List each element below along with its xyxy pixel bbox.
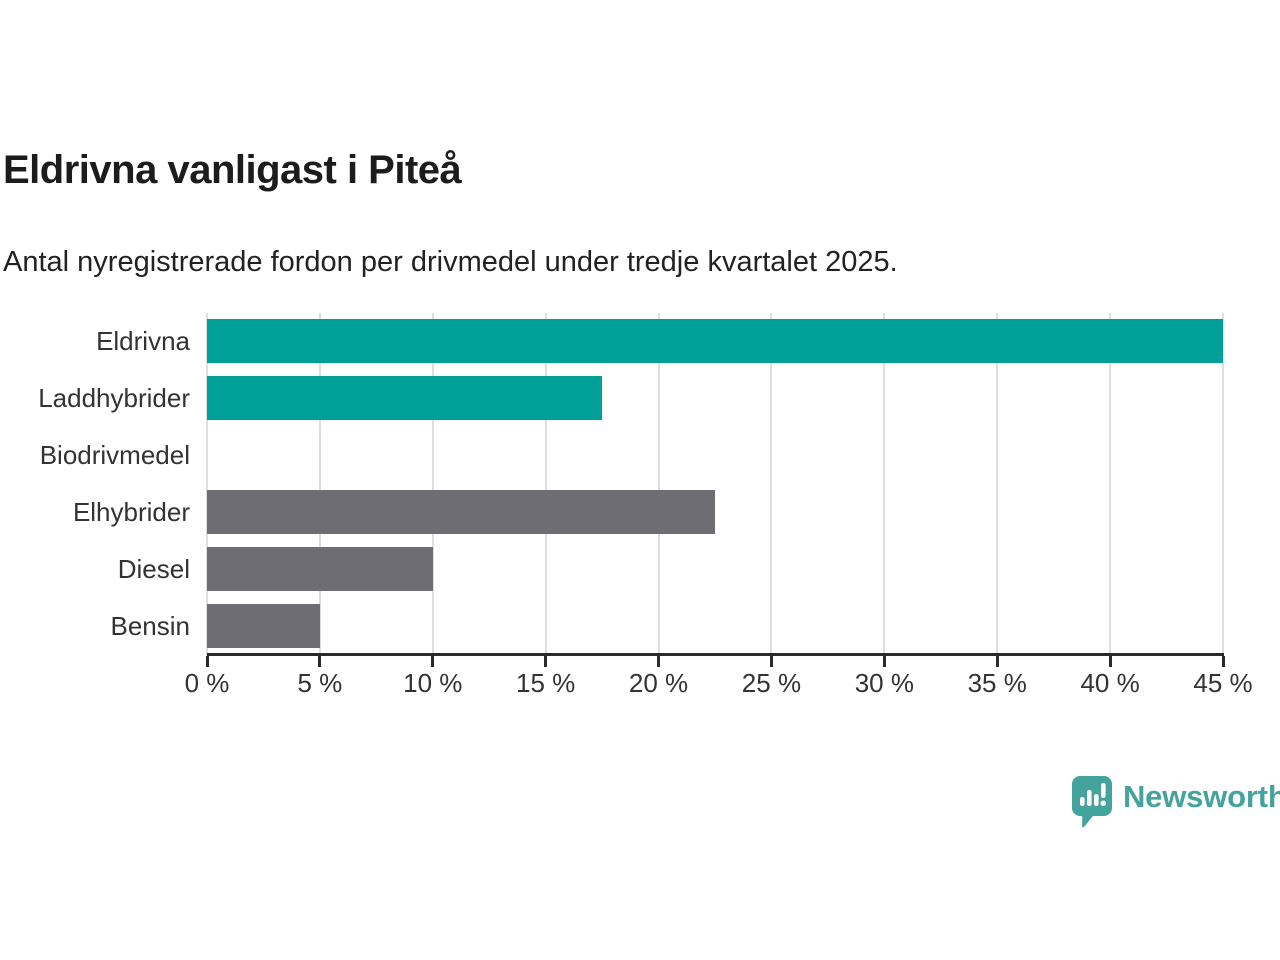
- x-tick-25: [769, 656, 773, 667]
- x-tick-35: [995, 656, 999, 667]
- chart-title: Eldrivna vanligast i Piteå: [3, 148, 462, 192]
- category-label-laddhybrider: Laddhybrider: [38, 383, 190, 413]
- x-tick-0: [205, 656, 209, 667]
- x-tick-label-45: 45 %: [1193, 668, 1253, 698]
- category-label-diesel: Diesel: [117, 554, 190, 584]
- gridline-15: [544, 313, 547, 655]
- x-tick-45: [1221, 656, 1225, 667]
- gridline-25: [770, 313, 773, 655]
- gridline-0: [206, 313, 208, 655]
- x-tick-5: [318, 656, 322, 667]
- x-tick-label-15: 15 %: [516, 668, 576, 698]
- category-label-eldrivna: Eldrivna: [96, 326, 190, 356]
- category-label-biodrivmedel: Biodrivmedel: [39, 440, 190, 470]
- category-label-elhybrider: Elhybrider: [72, 497, 190, 527]
- x-tick-label-10: 10 %: [403, 668, 463, 698]
- x-tick-10: [431, 656, 435, 667]
- x-tick-30: [882, 656, 886, 667]
- x-tick-label-25: 25 %: [741, 668, 802, 698]
- x-tick-label-20: 20 %: [628, 668, 689, 698]
- newsworthy-logo: Newsworthy: [1072, 776, 1280, 830]
- gridline-35: [996, 313, 999, 655]
- gridline-10: [431, 313, 434, 655]
- y-axis-category-labels: Eldrivna Laddhybrider Biodrivmedel Elhybrid…: [0, 313, 190, 655]
- gridline-40: [1109, 313, 1112, 655]
- x-tick-label-0: 0 %: [184, 668, 230, 698]
- bar-elhybrider: [207, 490, 715, 534]
- x-tick-40: [1108, 656, 1112, 667]
- x-tick-15: [544, 656, 548, 667]
- x-tick-label-30: 30 %: [854, 668, 914, 698]
- bar-bensin: [207, 604, 320, 648]
- category-label-bensin: Bensin: [110, 611, 191, 641]
- bar-diesel: [207, 547, 433, 591]
- chart-subtitle: Antal nyregistrerade fordon per drivmede…: [3, 246, 898, 278]
- gridline-5: [318, 313, 321, 655]
- logo-bar-chart-glyph: [1080, 783, 1107, 807]
- gridline-20: [657, 313, 660, 655]
- gridline-30: [883, 313, 886, 655]
- x-tick-label-40: 40 %: [1080, 668, 1140, 698]
- plot-area: [206, 313, 1224, 655]
- x-axis-line: [207, 653, 1224, 656]
- x-tick-label-35: 35 %: [967, 668, 1027, 698]
- newsworthy-logo-icon: [1072, 776, 1112, 828]
- gridline-45: [1222, 313, 1224, 655]
- bar-eldrivna: [207, 319, 1223, 363]
- x-tick-20: [657, 656, 661, 667]
- bar-laddhybrider: [207, 376, 603, 420]
- x-tick-label-5: 5 %: [297, 668, 343, 698]
- newsworthy-logo-text: Newsworthy: [1123, 779, 1280, 814]
